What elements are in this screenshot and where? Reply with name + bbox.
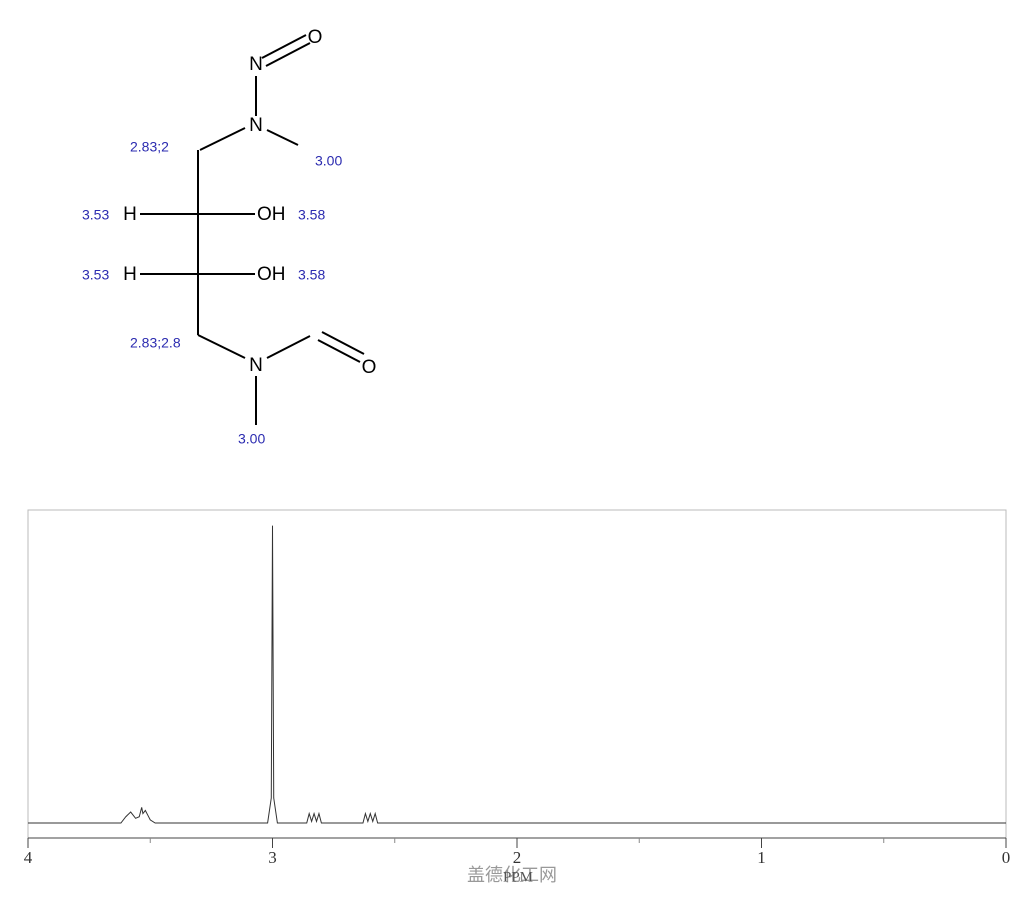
atom: O xyxy=(308,27,323,48)
bond xyxy=(317,339,361,363)
shift-label: 3.58 xyxy=(298,207,325,223)
x-tick-label: 1 xyxy=(757,848,766,867)
bond xyxy=(197,334,246,359)
atom: N xyxy=(249,115,263,136)
x-axis-label: PPM xyxy=(503,869,533,885)
shift-label: 3.58 xyxy=(298,267,325,283)
x-tick-label: 2 xyxy=(513,848,522,867)
shift-label: 3.53 xyxy=(82,267,109,283)
shift-label: 2.83;2.8 xyxy=(130,335,181,351)
atom: OH xyxy=(257,204,286,225)
watermark: 盖德化工网 xyxy=(467,865,557,886)
bond xyxy=(321,331,365,355)
shift-label: 2.83;2 xyxy=(130,139,169,155)
x-tick-label: 3 xyxy=(268,848,277,867)
bond xyxy=(266,335,311,359)
atom: OH xyxy=(257,264,286,285)
shift-label: 3.53 xyxy=(82,207,109,223)
bond xyxy=(265,42,311,67)
atom: N xyxy=(249,54,263,75)
bond xyxy=(261,34,307,59)
atom: O xyxy=(362,357,377,378)
bond xyxy=(199,127,246,151)
x-tick-label: 4 xyxy=(24,848,33,867)
shift-label: 3.00 xyxy=(238,431,265,447)
structure: O N N H OH H OH N O 2.83;2 3.00 3.53 3.5… xyxy=(82,27,376,447)
shift-label: 3.00 xyxy=(315,153,342,169)
bond xyxy=(266,129,299,146)
atom: H xyxy=(123,204,137,225)
atom: N xyxy=(249,355,263,376)
spectrum xyxy=(28,525,1006,824)
plot-frame xyxy=(27,509,1007,839)
atom: H xyxy=(123,264,137,285)
x-tick-label: 0 xyxy=(1002,848,1011,867)
